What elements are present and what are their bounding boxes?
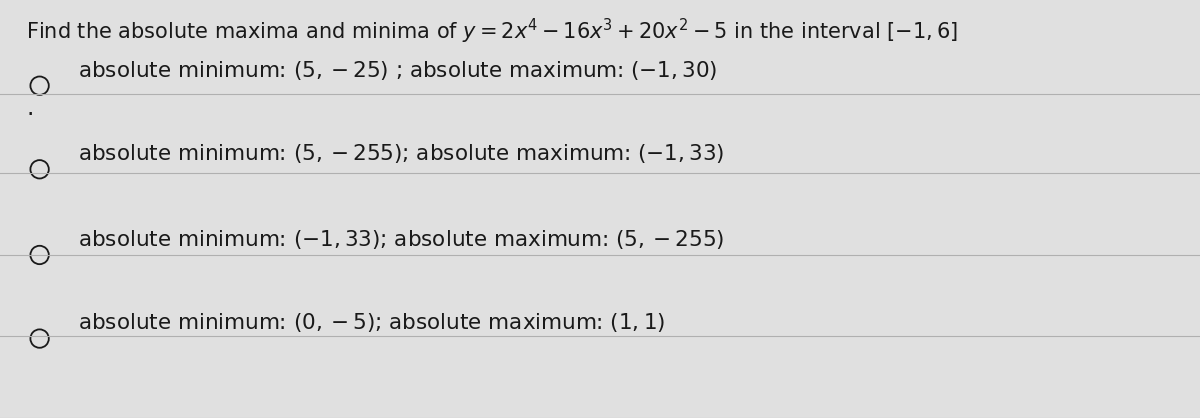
Text: absolute minimum: $(5, -25)$ ; absolute maximum: $(-1, 30)$: absolute minimum: $(5, -25)$ ; absolute … bbox=[78, 59, 718, 82]
Text: absolute minimum: $(0, -5)$; absolute maximum: $(1, 1)$: absolute minimum: $(0, -5)$; absolute ma… bbox=[78, 311, 665, 334]
Text: absolute minimum: $(5, -255)$; absolute maximum: $(-1, 33)$: absolute minimum: $(5, -255)$; absolute … bbox=[78, 142, 725, 165]
Text: Find the absolute maxima and minima of $y = 2x^4 - 16x^3 + 20x^2 - 5$ in the int: Find the absolute maxima and minima of $… bbox=[26, 17, 958, 46]
Text: .: . bbox=[26, 96, 34, 120]
Text: absolute minimum: $(-1, 33)$; absolute maximum: $(5, -255)$: absolute minimum: $(-1, 33)$; absolute m… bbox=[78, 228, 725, 251]
